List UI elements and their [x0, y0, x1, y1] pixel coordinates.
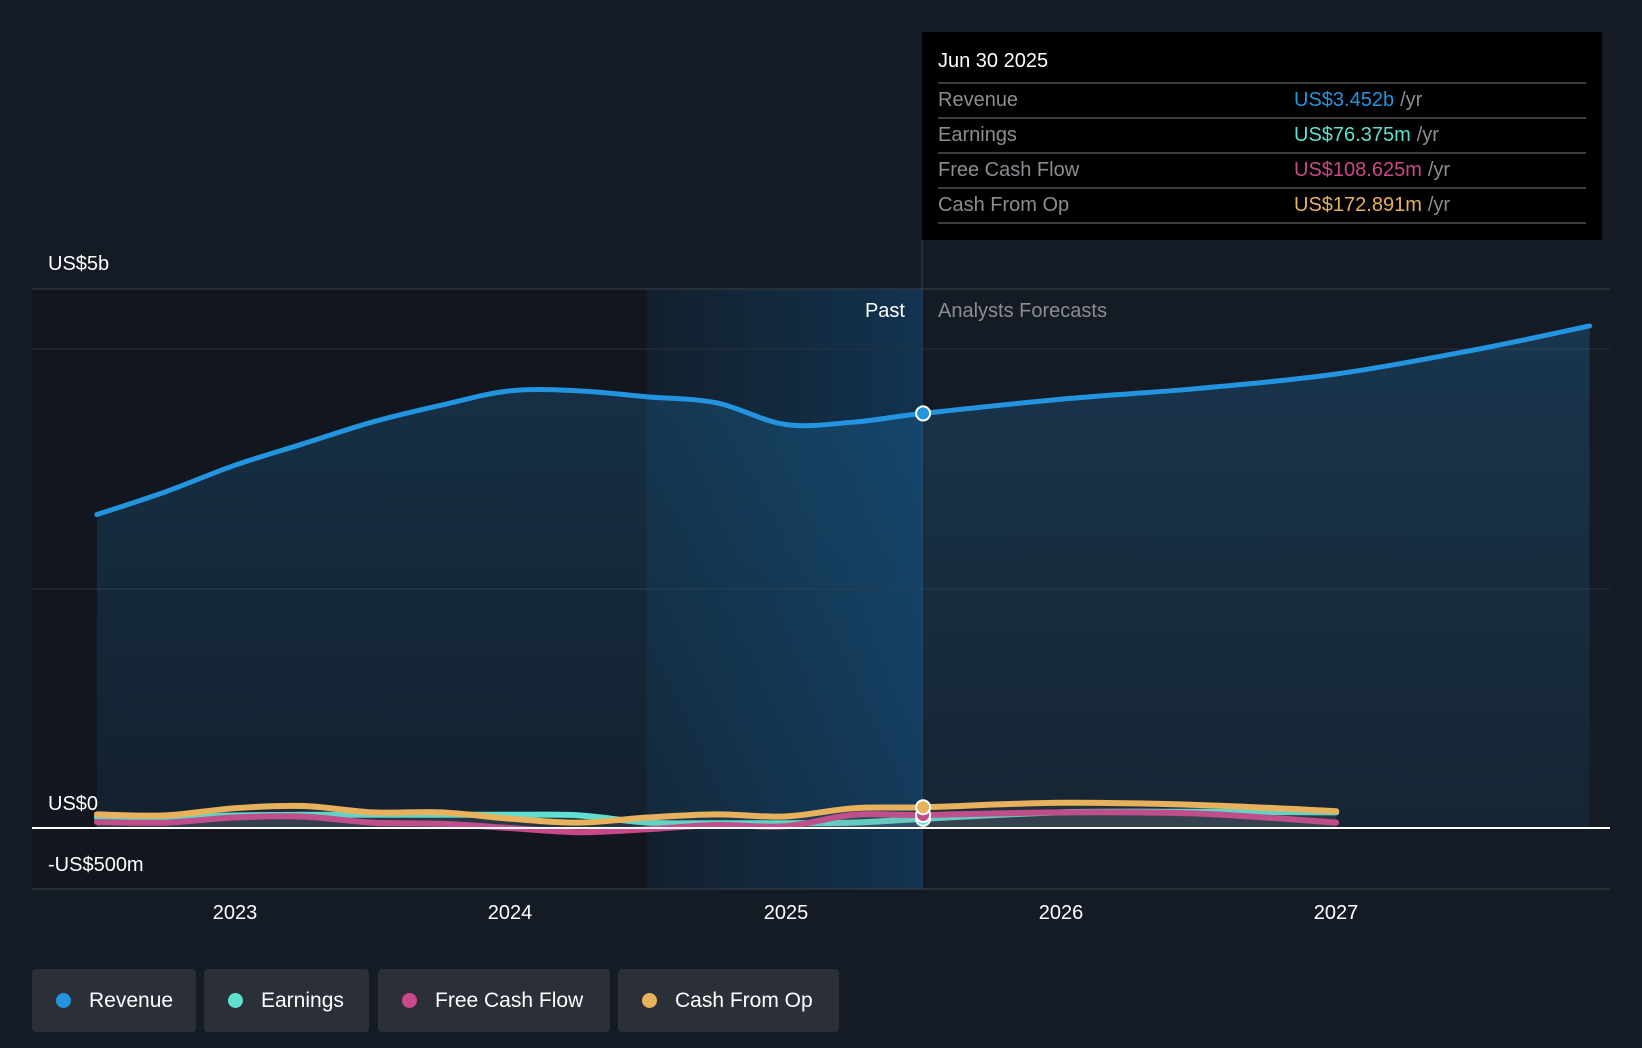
x-tick-label: 2025	[763, 902, 809, 924]
tooltip-date: Jun 30 2025	[938, 46, 1586, 84]
legend-label: Cash From Op	[675, 988, 813, 1012]
revenue-line	[94, 323, 1593, 518]
y-label-top: US$5b	[48, 253, 110, 275]
revenue-area	[96, 325, 1590, 828]
tooltip-row-earnings: Earnings US$76.375m/yr	[938, 119, 1586, 154]
x-tick-label: 2027	[1313, 902, 1359, 924]
tooltip-unit: /yr	[1427, 194, 1451, 216]
tooltip-row-cfo: Cash From Op US$172.891m/yr	[938, 189, 1586, 224]
legend-cash-from-op[interactable]: Cash From Op	[618, 969, 839, 1032]
tooltip: Jun 30 2025 Revenue US$3.452b/yr Earnings…	[922, 32, 1602, 240]
legend-dot-icon	[402, 993, 417, 1008]
past-label: Past	[864, 300, 905, 322]
tooltip-label: Revenue	[938, 89, 1019, 111]
fcf-line	[93, 809, 1340, 836]
legend-dot-icon	[642, 993, 657, 1008]
legend-revenue[interactable]: Revenue	[32, 969, 196, 1032]
tooltip-unit: /yr	[1427, 159, 1451, 181]
tooltip-value: US$108.625m	[1294, 159, 1422, 181]
tooltip-label: Cash From Op	[938, 194, 1070, 216]
legend-free-cash-flow[interactable]: Free Cash Flow	[378, 969, 610, 1032]
tooltip-label: Earnings	[938, 124, 1017, 146]
tooltip-row-fcf: Free Cash Flow US$108.625m/yr	[938, 154, 1586, 189]
y-label-zero: US$0	[48, 793, 99, 815]
legend-earnings[interactable]: Earnings	[204, 969, 369, 1032]
legend-label: Free Cash Flow	[435, 988, 584, 1012]
legend-label: Revenue	[89, 988, 174, 1012]
x-tick-label: 2024	[487, 902, 533, 924]
tooltip-value: US$172.891m	[1294, 194, 1422, 216]
legend-dot-icon	[56, 993, 71, 1008]
tooltip-value: US$76.375m	[1294, 124, 1411, 146]
legend-dot-icon	[228, 993, 243, 1008]
x-tick-label: 2023	[212, 902, 258, 924]
cfo-highlight-point[interactable]	[915, 799, 932, 816]
tooltip-unit: /yr	[1400, 89, 1423, 111]
x-tick-label: 2026	[1038, 902, 1084, 924]
tooltip-row-revenue: Revenue US$3.452b/yr	[938, 84, 1586, 119]
tooltip-unit: /yr	[1416, 124, 1439, 146]
revenue-highlight-point[interactable]	[915, 405, 932, 422]
forecast-label: Analysts Forecasts	[938, 300, 1107, 322]
cfo-line	[93, 799, 1340, 826]
tooltip-value: US$3.452b	[1294, 89, 1395, 111]
tooltip-label: Free Cash Flow	[938, 159, 1080, 181]
legend-label: Earnings	[261, 988, 344, 1012]
y-label-neg: -US$500m	[48, 854, 144, 876]
